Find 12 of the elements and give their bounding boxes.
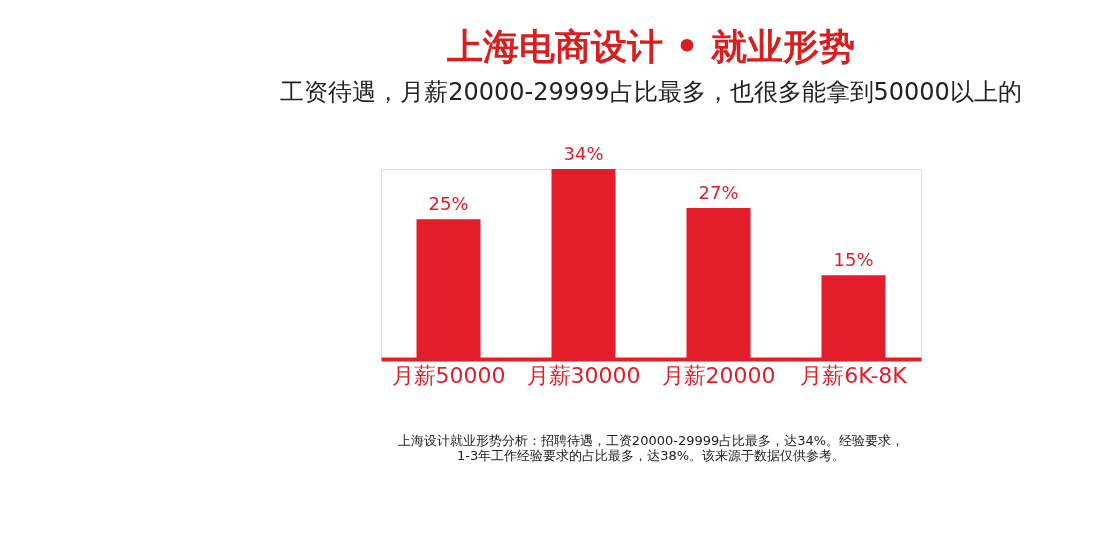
x-tick-label: 月薪20000 — [661, 362, 776, 388]
chart-subtitle: 工资待遇，月薪20000-29999占比最多，也很多能拿到50000以上的 — [280, 78, 1022, 106]
x-tick-label: 月薪30000 — [526, 362, 641, 388]
data-label: 25% — [428, 193, 469, 215]
data-label: 15% — [833, 249, 874, 271]
data-label: 27% — [698, 182, 739, 204]
text: 1-3年工作经验要求的占比最多，达38%。该来源于数据仅供参考。 — [456, 447, 846, 463]
chart-title: 上海电商设计 • 就业形势 — [446, 26, 856, 67]
x-tick-label: 月薪6K-8K — [800, 362, 908, 388]
x-tick-label: 月薪50000 — [391, 362, 506, 388]
text: 上海设计就业形势分析：招聘待遇，工资20000-29999占比最多，达34%。经验要求， — [397, 432, 905, 448]
data-label: 34% — [563, 143, 604, 164]
